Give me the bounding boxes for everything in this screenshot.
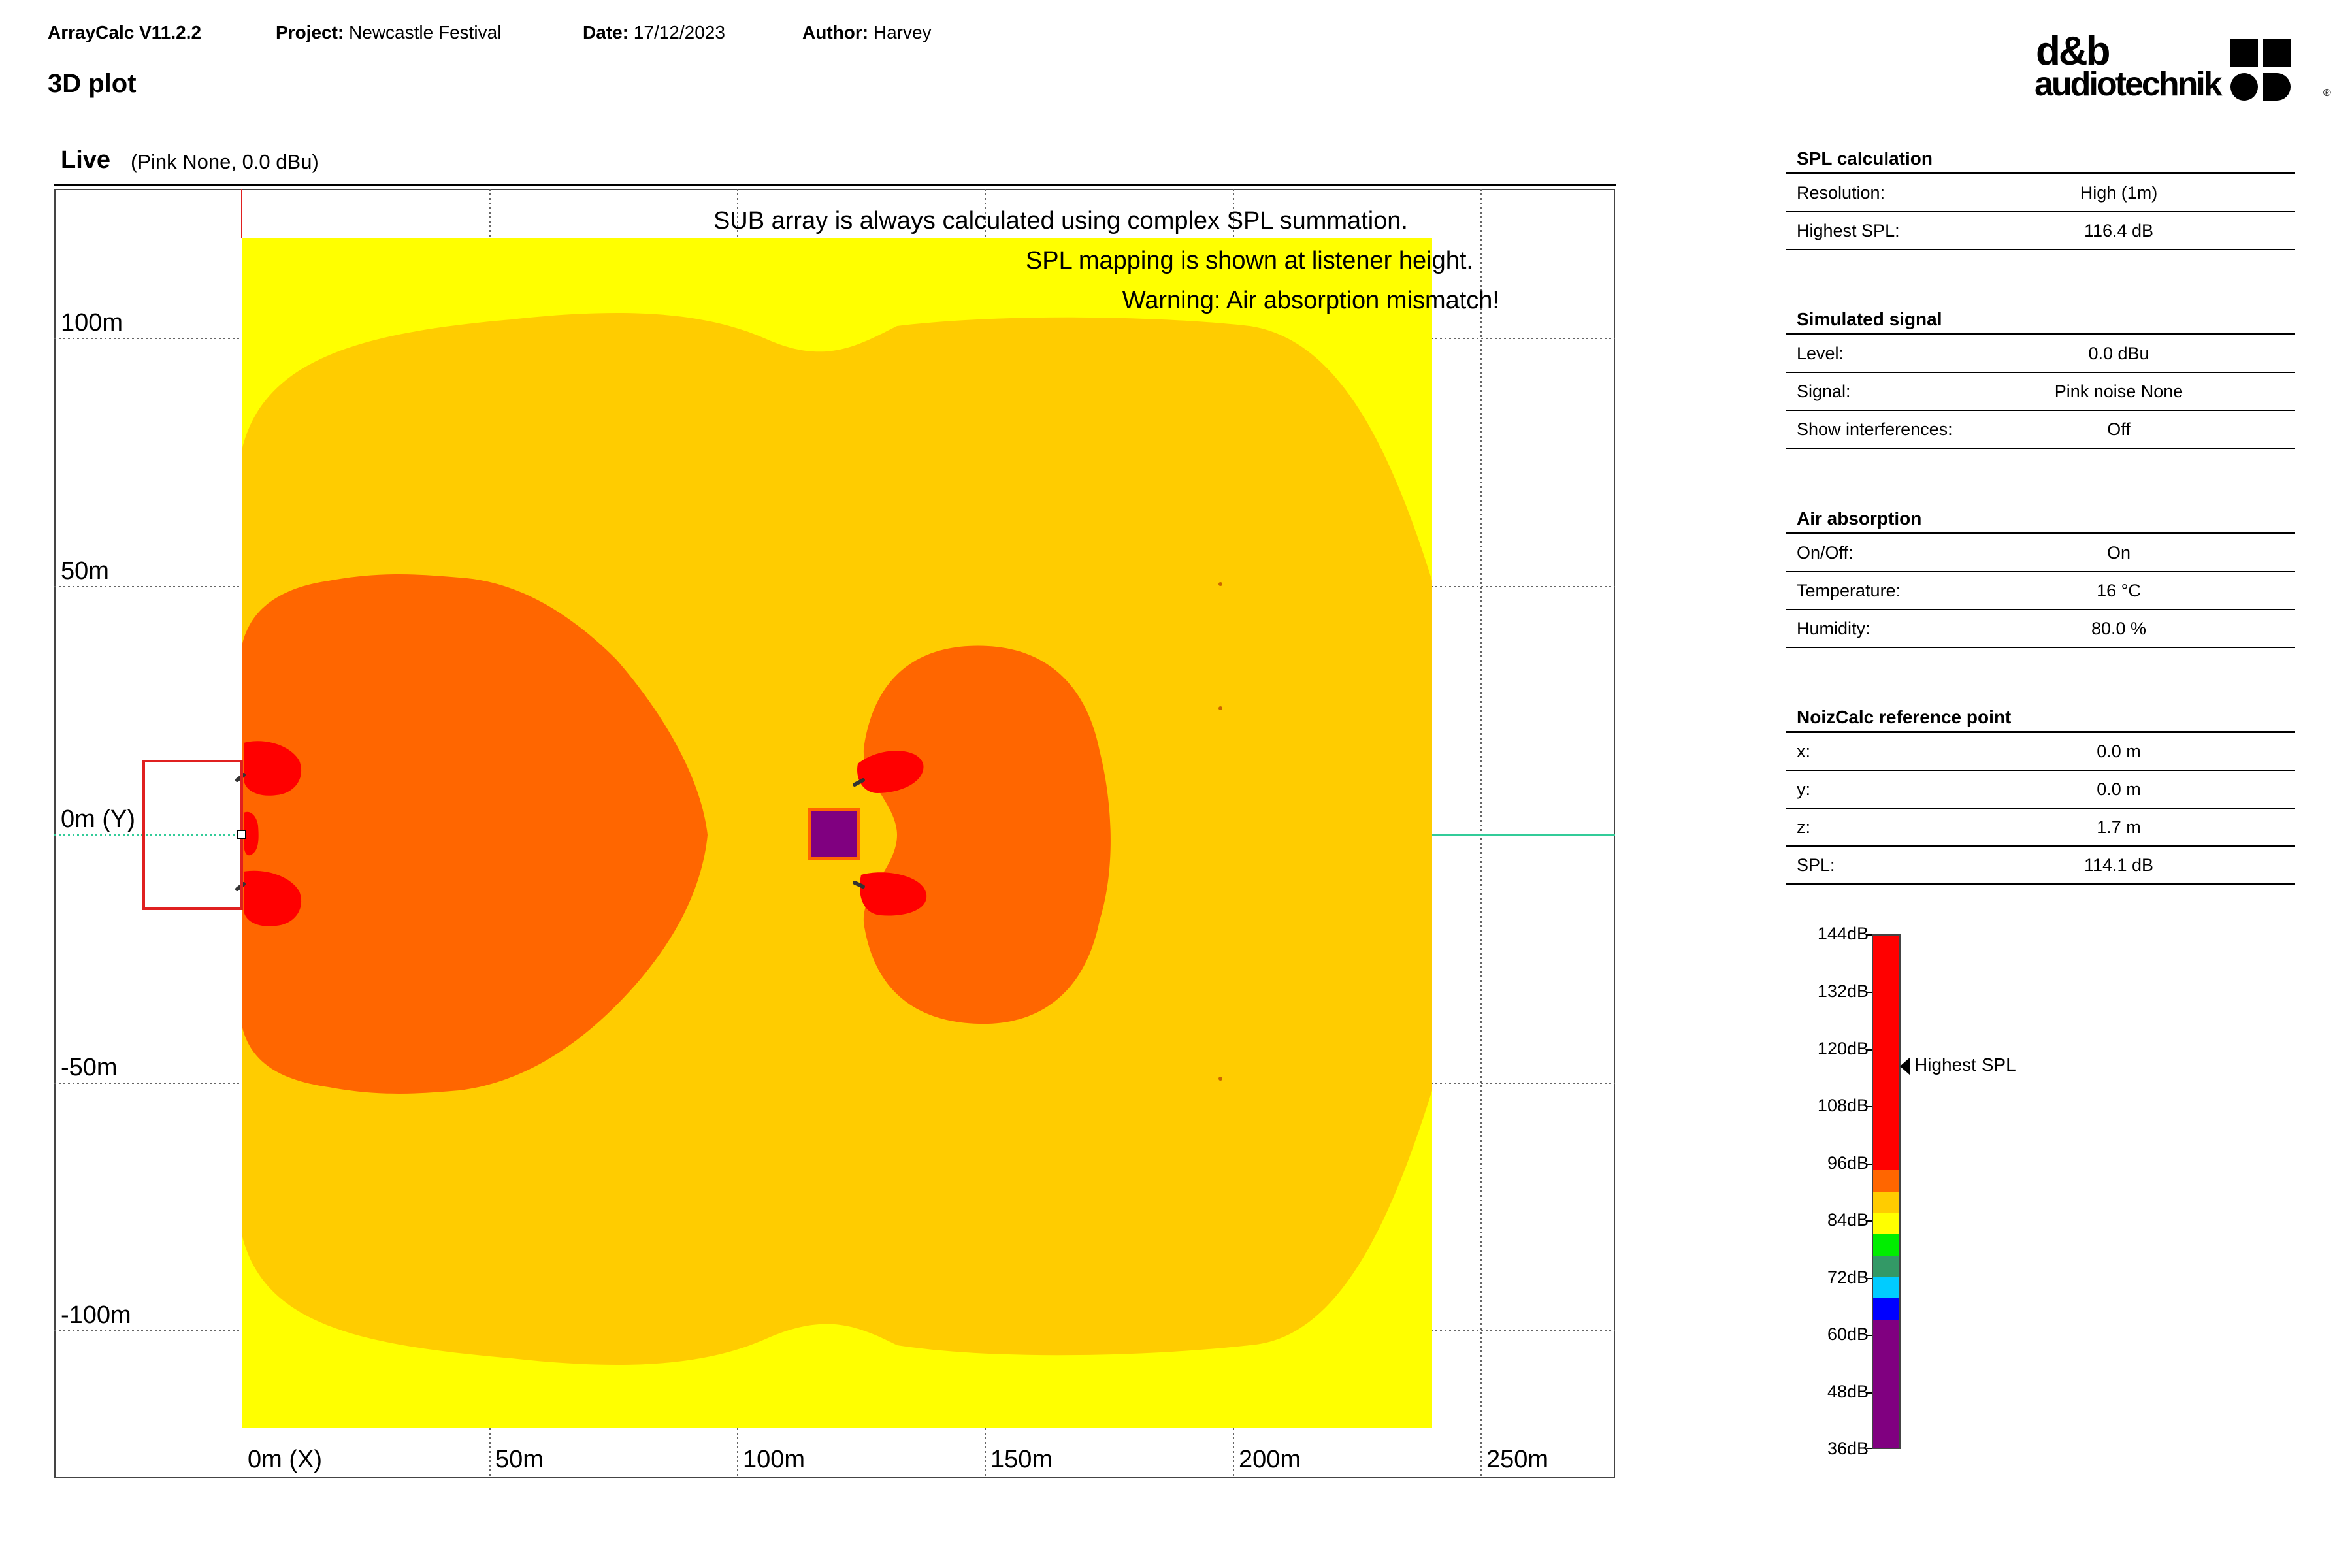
x-label-50: 50m	[495, 1446, 544, 1473]
row-show-interferences: Show interferences: Off	[1786, 411, 2295, 449]
scale-band-5	[1873, 1255, 1899, 1277]
y-label-0: 0m (Y)	[61, 806, 135, 833]
app-version: ArrayCalc V11.2.2	[48, 22, 202, 42]
project-name: Newcastle Festival	[349, 22, 502, 42]
scale-label-36: 36dB	[1827, 1439, 1869, 1458]
x-label-200: 200m	[1239, 1446, 1301, 1473]
section-title: Air absorption	[1786, 505, 2295, 534]
scale-band-0	[1873, 936, 1899, 1171]
row-resolution: Resolution: High (1m)	[1786, 174, 2295, 212]
simulated-signal-section: Simulated signal Level: 0.0 dBu Signal: Pi…	[1786, 306, 2295, 449]
row-humidity: Humidity: 80.0 %	[1786, 610, 2295, 648]
row-on-off: On/Off: On	[1786, 534, 2295, 572]
stage-object[interactable]	[808, 808, 860, 860]
author-name: Harvey	[873, 22, 932, 42]
plot-title-rule	[54, 184, 1616, 186]
row-z: z: 1.7 m	[1786, 809, 2295, 847]
spl-color-scale	[1872, 934, 1901, 1449]
author-field: Author: Harvey	[802, 22, 932, 42]
spl-map-canvas[interactable]	[54, 189, 1615, 1478]
scale-band-7	[1873, 1298, 1899, 1320]
date-field: Date: 17/12/2023	[583, 22, 725, 42]
scale-band-4	[1873, 1234, 1899, 1256]
x-label-150: 150m	[990, 1446, 1053, 1473]
section-title: SPL calculation	[1786, 145, 2295, 174]
highest-spl-arrow-icon	[1900, 1057, 1910, 1075]
scale-label-60: 60dB	[1827, 1324, 1869, 1344]
air-absorption-section: Air absorption On/Off: On Temperature: 16 …	[1786, 505, 2295, 648]
spl-map-plot[interactable]: 100m 50m 0m (Y) -50m -100m 0m (X) 50m 10…	[54, 189, 1615, 1478]
spl-zone-red	[244, 741, 927, 926]
db-audiotechnik-logo: d&b audiotechnik ®	[2034, 29, 2331, 104]
y-label-minus100: -100m	[61, 1301, 131, 1329]
scale-band-2	[1873, 1191, 1899, 1213]
row-level: Level: 0.0 dBu	[1786, 335, 2295, 373]
section-title: NoizCalc reference point	[1786, 704, 2295, 733]
row-spl: SPL: 114.1 dB	[1786, 847, 2295, 885]
scale-band-3	[1873, 1213, 1899, 1235]
scale-label-72: 72dB	[1827, 1267, 1869, 1287]
scale-label-144: 144dB	[1817, 924, 1869, 943]
spl-zone-orange-main	[242, 574, 708, 1094]
y-label-50: 50m	[61, 557, 109, 585]
scale-label-120: 120dB	[1817, 1039, 1869, 1058]
scale-label-48: 48dB	[1827, 1382, 1869, 1401]
scale-label-132: 132dB	[1817, 981, 1869, 1001]
noizcalc-section: NoizCalc reference point x: 0.0 m y: 0.0 m…	[1786, 704, 2295, 885]
plot-subtitle: (Pink None, 0.0 dBu)	[131, 150, 319, 173]
message-sub-array: SUB array is always calculated using com…	[713, 207, 1408, 235]
highest-spl-label: Highest SPL	[1914, 1054, 2016, 1075]
message-listener-height: SPL mapping is shown at listener height.	[1025, 247, 1473, 274]
scale-label-84: 84dB	[1827, 1210, 1869, 1230]
x-label-250: 250m	[1486, 1446, 1549, 1473]
y-label-100: 100m	[61, 309, 123, 336]
row-x: x: 0.0 m	[1786, 733, 2295, 771]
row-signal: Signal: Pink noise None	[1786, 373, 2295, 411]
scale-label-108: 108dB	[1817, 1096, 1869, 1115]
scale-band-6	[1873, 1277, 1899, 1299]
plot-title: Live	[61, 146, 111, 174]
x-label-100: 100m	[743, 1446, 806, 1473]
x-label-0: 0m (X)	[248, 1446, 322, 1473]
section-title: Simulated signal	[1786, 306, 2295, 335]
spl-calculation-section: SPL calculation Resolution: High (1m) Hig…	[1786, 145, 2295, 250]
y-label-minus50: -50m	[61, 1054, 118, 1081]
message-air-absorption-warning: Warning: Air absorption mismatch!	[1122, 287, 1499, 314]
spl-zone-orange-secondary	[863, 645, 1111, 1024]
reference-point-marker[interactable]	[237, 830, 246, 839]
scale-band-8	[1873, 1319, 1899, 1448]
row-highest-spl: Highest SPL: 116.4 dB	[1786, 212, 2295, 250]
scale-label-96: 96dB	[1827, 1153, 1869, 1173]
row-y: y: 0.0 m	[1786, 771, 2295, 809]
page-title: 3D plot	[48, 69, 137, 98]
row-temperature: Temperature: 16 °C	[1786, 572, 2295, 610]
date-value: 17/12/2023	[633, 22, 725, 42]
scale-band-1	[1873, 1170, 1899, 1192]
project-field: Project: Newcastle Festival	[276, 22, 502, 42]
